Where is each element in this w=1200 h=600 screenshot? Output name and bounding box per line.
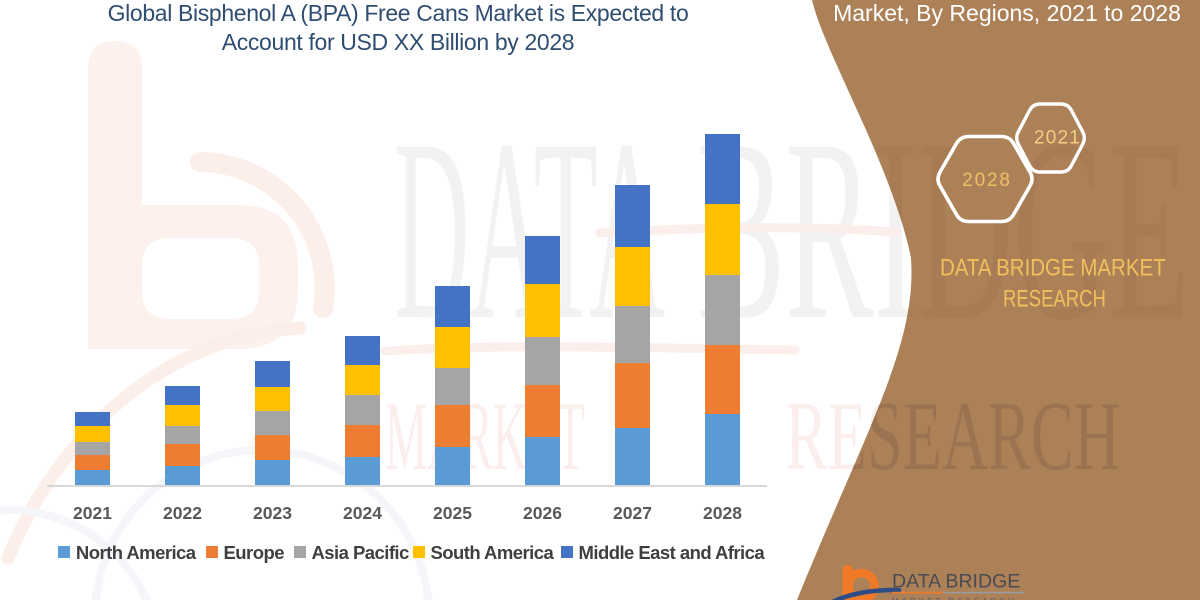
svg-text:2021: 2021 <box>1034 128 1081 149</box>
svg-text:DATA BRIDGE: DATA BRIDGE <box>892 571 1020 593</box>
svg-text:DATA BRIDGE MARKET: DATA BRIDGE MARKET <box>940 254 1166 281</box>
svg-text:RESEARCH: RESEARCH <box>1003 285 1106 312</box>
svg-text:2028: 2028 <box>962 170 1011 191</box>
svg-text:Market, By Regions, 2021 to 20: Market, By Regions, 2021 to 2028 <box>833 0 1181 26</box>
svg-text:MARKET RESEARCH: MARKET RESEARCH <box>892 597 1017 600</box>
